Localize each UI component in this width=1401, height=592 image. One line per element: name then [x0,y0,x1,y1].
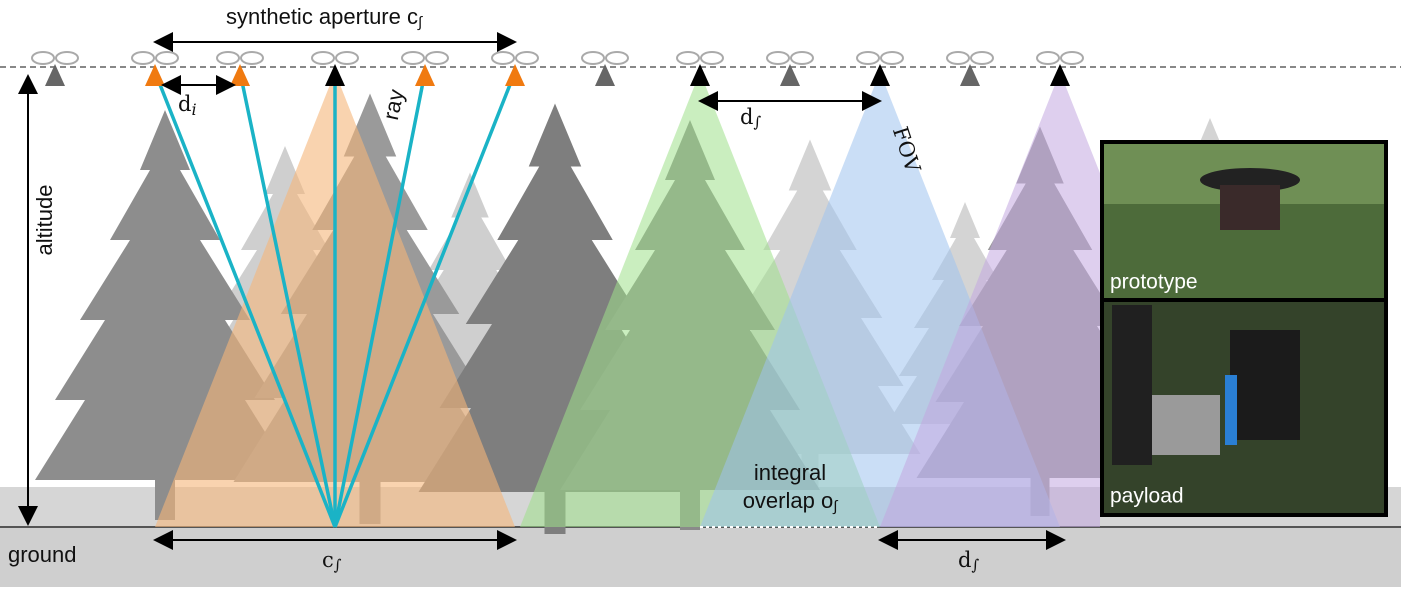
fov-cones [155,72,1100,527]
bottom-aperture-label: c∫ [322,548,342,575]
drone-rotors [1036,51,1084,65]
drone-rotors [401,51,449,65]
overlap-label-line2: overlap o∫ [743,488,840,515]
drone-rotors [581,51,629,65]
ground-area [0,527,1401,587]
inset-label: payload [1110,485,1184,508]
drone-rotors [31,51,79,65]
altitude-label: altitude [32,185,57,256]
drones [31,51,1084,86]
camera-marker [1050,64,1070,86]
spacing-label: di [178,92,197,119]
drone-rotors [766,51,814,65]
camera-marker [690,64,710,86]
camera-marker [780,64,800,86]
dimension-arrows [18,32,1066,550]
aperture-label: synthetic aperture c∫ [226,4,424,31]
camera-marker [45,64,65,86]
camera-marker [325,64,345,86]
ray-label: ray [378,87,409,122]
inset-label: prototype [1110,271,1198,294]
overlap-label-line1: integral [754,460,826,485]
drone-rotors [131,51,179,65]
camera-marker [960,64,980,86]
inset-photos: prototype payload [1100,140,1388,517]
ground-label: ground [8,542,77,567]
camera-marker [870,64,890,86]
camera-marker [505,64,525,86]
top-distance-label: d∫ [740,105,761,132]
drone-rotors [856,51,904,65]
camera-marker [595,64,615,86]
camera-marker [415,64,435,86]
drone-rotors [946,51,994,65]
rays [153,71,517,528]
drone-rotors [216,51,264,65]
drone-rotors [311,51,359,65]
drone-rotors [676,51,724,65]
drone-rotors [491,51,539,65]
bottom-distance-label: d∫ [958,548,979,575]
camera-marker [145,64,165,86]
